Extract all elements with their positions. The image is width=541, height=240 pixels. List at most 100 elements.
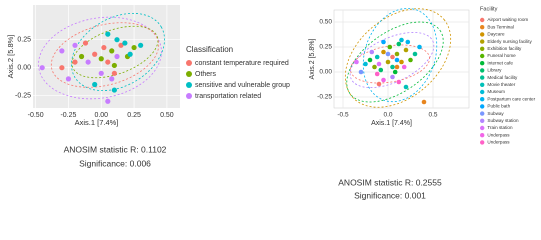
legend-swatch	[480, 97, 485, 102]
data-point	[118, 42, 124, 48]
data-point	[396, 79, 402, 85]
legend-swatch	[480, 75, 485, 80]
data-point	[376, 81, 382, 87]
data-point	[421, 99, 427, 105]
data-point	[122, 40, 128, 46]
x-tick-label: 0.50	[160, 112, 174, 119]
data-point	[131, 44, 137, 51]
data-point	[78, 53, 85, 60]
legend-label: Internet cafe	[487, 60, 513, 65]
legend-label: Funeral home	[487, 53, 516, 58]
legend-swatch	[480, 140, 485, 145]
legend-swatch	[186, 82, 192, 88]
legend-swatch	[480, 32, 485, 37]
legend-swatch	[480, 82, 485, 88]
data-point	[59, 65, 65, 71]
legend-title: Facility	[480, 6, 498, 12]
x-tick-label: 0.25	[127, 112, 141, 119]
data-point	[105, 98, 111, 104]
data-point	[367, 57, 373, 63]
data-point	[385, 59, 391, 65]
annotation: ANOSIM statistic R: 0.1102	[64, 144, 167, 154]
data-point	[399, 37, 404, 43]
x-tick-label: 0.5	[428, 112, 437, 119]
legend-label: Library	[487, 68, 502, 73]
data-point	[403, 84, 409, 90]
data-point	[105, 31, 111, 37]
y-tick-label: 0.50	[319, 19, 332, 26]
data-point	[390, 64, 395, 70]
data-point	[372, 64, 377, 70]
data-point	[111, 87, 117, 93]
y-tick-label: -0.25	[317, 94, 332, 101]
data-point	[85, 59, 91, 65]
legend-swatch	[480, 25, 485, 30]
legend-label: Postpartum care center	[487, 96, 535, 101]
data-point	[109, 48, 115, 54]
legend-swatch	[186, 60, 192, 66]
data-point	[363, 61, 368, 67]
data-point	[381, 39, 386, 45]
legend-swatch	[480, 118, 485, 124]
data-point	[381, 49, 386, 55]
legend-swatch	[480, 53, 485, 59]
data-point	[354, 59, 359, 65]
data-point	[111, 62, 117, 69]
legend-swatch	[480, 125, 485, 131]
data-point	[109, 76, 115, 82]
legend-swatch	[480, 17, 485, 23]
x-tick-label: -0.25	[60, 112, 76, 119]
data-point	[72, 42, 78, 48]
data-point	[59, 48, 65, 54]
data-point	[385, 51, 391, 57]
annotation: Significance: 0.001	[354, 190, 426, 200]
y-tick-label: 0.00	[319, 69, 332, 76]
figure: -0.50 -0.25 0.00 0.25 0.50-0.250.000.25Axis.…	[6, 5, 536, 200]
legend-swatch	[480, 39, 485, 44]
legend-swatch	[480, 133, 485, 138]
legend-swatch	[480, 68, 485, 73]
data-point	[381, 77, 386, 83]
data-point	[408, 57, 413, 63]
y-tick-label: 0.25	[17, 37, 31, 44]
legend-label: sensitive and vulnerable group	[195, 82, 290, 89]
data-point	[394, 64, 400, 70]
data-point	[417, 44, 422, 50]
legend-label: Medical facility	[487, 75, 518, 80]
x-axis-label: Axis.1 [7.4%]	[75, 118, 119, 127]
data-point	[412, 51, 418, 57]
legend-swatch	[480, 46, 485, 51]
data-point	[390, 54, 395, 60]
data-point	[390, 74, 395, 80]
data-point	[405, 39, 411, 45]
legend-label: Daycare	[487, 32, 505, 37]
legend-label: Subway	[487, 111, 504, 116]
data-point	[399, 59, 404, 65]
data-point	[376, 61, 382, 67]
legend-label: Public bath	[487, 104, 510, 109]
data-point	[101, 44, 107, 51]
data-point	[374, 71, 380, 77]
legend-label: Underpass	[487, 132, 510, 137]
legend-label: transportation related	[195, 93, 261, 100]
legend-label: Train station	[487, 125, 513, 130]
data-point	[92, 51, 98, 57]
legend-swatch	[186, 71, 192, 77]
legend-swatch	[186, 93, 192, 99]
legend-label: Bus Terminal	[487, 24, 513, 29]
legend-swatch	[480, 104, 485, 109]
legend-label: Exhibition facility	[487, 46, 522, 51]
data-point	[394, 51, 400, 57]
data-point	[387, 44, 393, 50]
legend-label: Museum	[487, 89, 505, 94]
legend-swatch	[480, 61, 485, 66]
data-point	[369, 49, 375, 55]
x-tick-label: 0.00	[94, 112, 108, 119]
data-point	[374, 54, 380, 60]
data-point	[378, 67, 384, 73]
data-point	[403, 47, 409, 53]
data-point	[72, 59, 78, 65]
x-tick-label: 0.0	[383, 112, 392, 119]
y-tick-label: -0.25	[15, 93, 31, 100]
legend-label: Elderly nursing facility	[487, 39, 532, 44]
